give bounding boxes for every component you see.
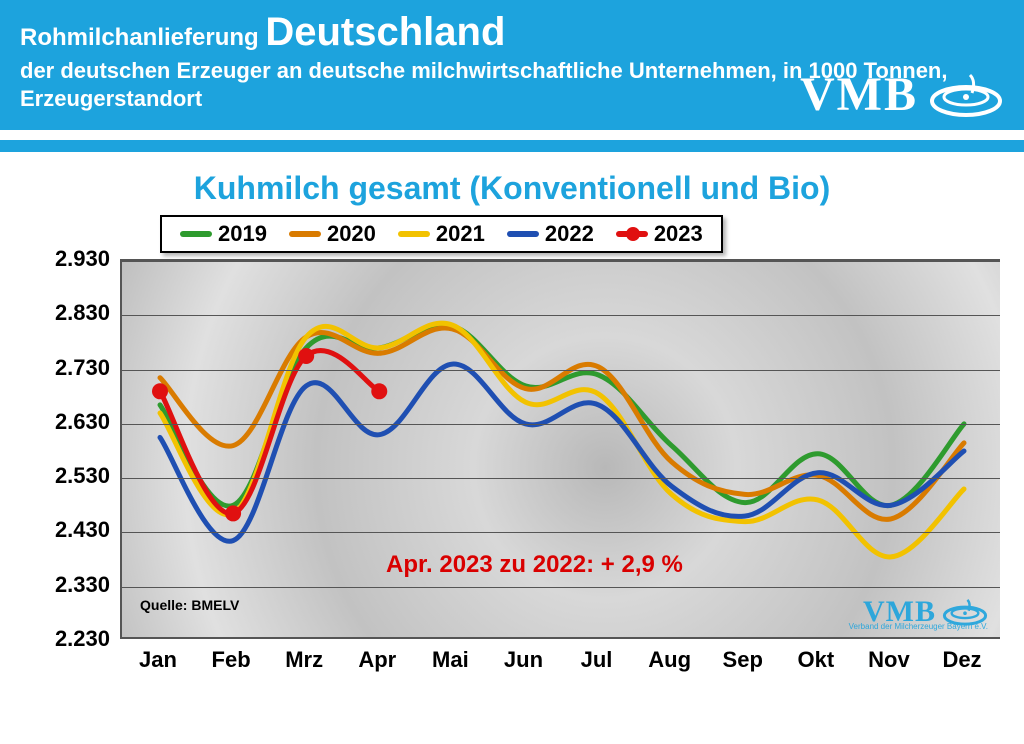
- legend-label: 2020: [327, 221, 376, 247]
- legend-item-2022: 2022: [507, 221, 594, 247]
- gridline: [122, 478, 1000, 479]
- header-prefix: Rohmilchanlieferung: [20, 24, 265, 51]
- y-axis-label: 2.530: [20, 463, 110, 489]
- gridline: [122, 315, 1000, 316]
- vmb-logo-icon: [928, 71, 1004, 119]
- legend-swatch: [507, 231, 539, 237]
- legend-item-2019: 2019: [180, 221, 267, 247]
- y-axis-label: 2.230: [20, 626, 110, 652]
- x-axis-label: Okt: [797, 647, 834, 673]
- x-axis-label: Apr: [358, 647, 396, 673]
- series-marker-2023: [225, 505, 241, 521]
- x-axis-label: Jun: [504, 647, 543, 673]
- legend: 2019 2020 2021 2022 2023: [160, 215, 723, 253]
- series-marker-2023: [371, 383, 387, 399]
- legend-item-2021: 2021: [398, 221, 485, 247]
- legend-swatch: [180, 231, 212, 237]
- vmb-logo-text: VMB: [800, 67, 918, 122]
- x-axis-label: Sep: [723, 647, 763, 673]
- header-line1: Rohmilchanlieferung Deutschland: [20, 10, 1004, 55]
- y-axis-label: 2.330: [20, 572, 110, 598]
- legend-label: 2022: [545, 221, 594, 247]
- y-axis-label: 2.930: [20, 246, 110, 272]
- x-axis-label: Jan: [139, 647, 177, 673]
- x-axis-label: Jul: [581, 647, 613, 673]
- x-axis-label: Mai: [432, 647, 469, 673]
- gridline: [122, 424, 1000, 425]
- chart-area: Apr. 2023 zu 2022: + 2,9 % Quelle: BMELV…: [20, 259, 1004, 639]
- chart-source: Quelle: BMELV: [140, 597, 239, 613]
- y-axis-label: 2.430: [20, 517, 110, 543]
- legend-swatch: [289, 231, 321, 237]
- series-marker-2023: [298, 348, 314, 364]
- legend-item-2020: 2020: [289, 221, 376, 247]
- y-axis-label: 2.830: [20, 300, 110, 326]
- gridline: [122, 532, 1000, 533]
- header-main: Deutschland: [265, 10, 505, 54]
- x-axis-label: Aug: [648, 647, 691, 673]
- divider-bar: [0, 140, 1024, 152]
- legend-label: 2021: [436, 221, 485, 247]
- legend-swatch: [398, 231, 430, 237]
- vmb-logo-watermark: VMB Verband der Milcherzeuger Bayern e.V…: [863, 595, 988, 629]
- legend-item-2023: 2023: [616, 221, 703, 247]
- x-axis-label: Nov: [868, 647, 910, 673]
- gridline: [122, 261, 1000, 262]
- x-axis-label: Feb: [212, 647, 251, 673]
- y-axis-label: 2.730: [20, 355, 110, 381]
- gridline: [122, 587, 1000, 588]
- series-marker-2023: [152, 383, 168, 399]
- legend-label: 2019: [218, 221, 267, 247]
- x-axis-label: Dez: [942, 647, 981, 673]
- vmb-watermark-sub: Verband der Milcherzeuger Bayern e.V.: [849, 622, 988, 631]
- legend-label: 2023: [654, 221, 703, 247]
- header: Rohmilchanlieferung Deutschland der deut…: [0, 0, 1024, 130]
- vmb-logo-top: VMB: [800, 67, 1004, 122]
- y-axis-label: 2.630: [20, 409, 110, 435]
- chart-title: Kuhmilch gesamt (Konventionell und Bio): [0, 170, 1024, 207]
- x-axis-label: Mrz: [285, 647, 323, 673]
- legend-swatch: [616, 231, 648, 237]
- chart-annotation: Apr. 2023 zu 2022: + 2,9 %: [386, 551, 683, 579]
- plot-area: Apr. 2023 zu 2022: + 2,9 % Quelle: BMELV…: [120, 259, 1000, 639]
- gridline: [122, 370, 1000, 371]
- chart-lines: [122, 261, 1000, 637]
